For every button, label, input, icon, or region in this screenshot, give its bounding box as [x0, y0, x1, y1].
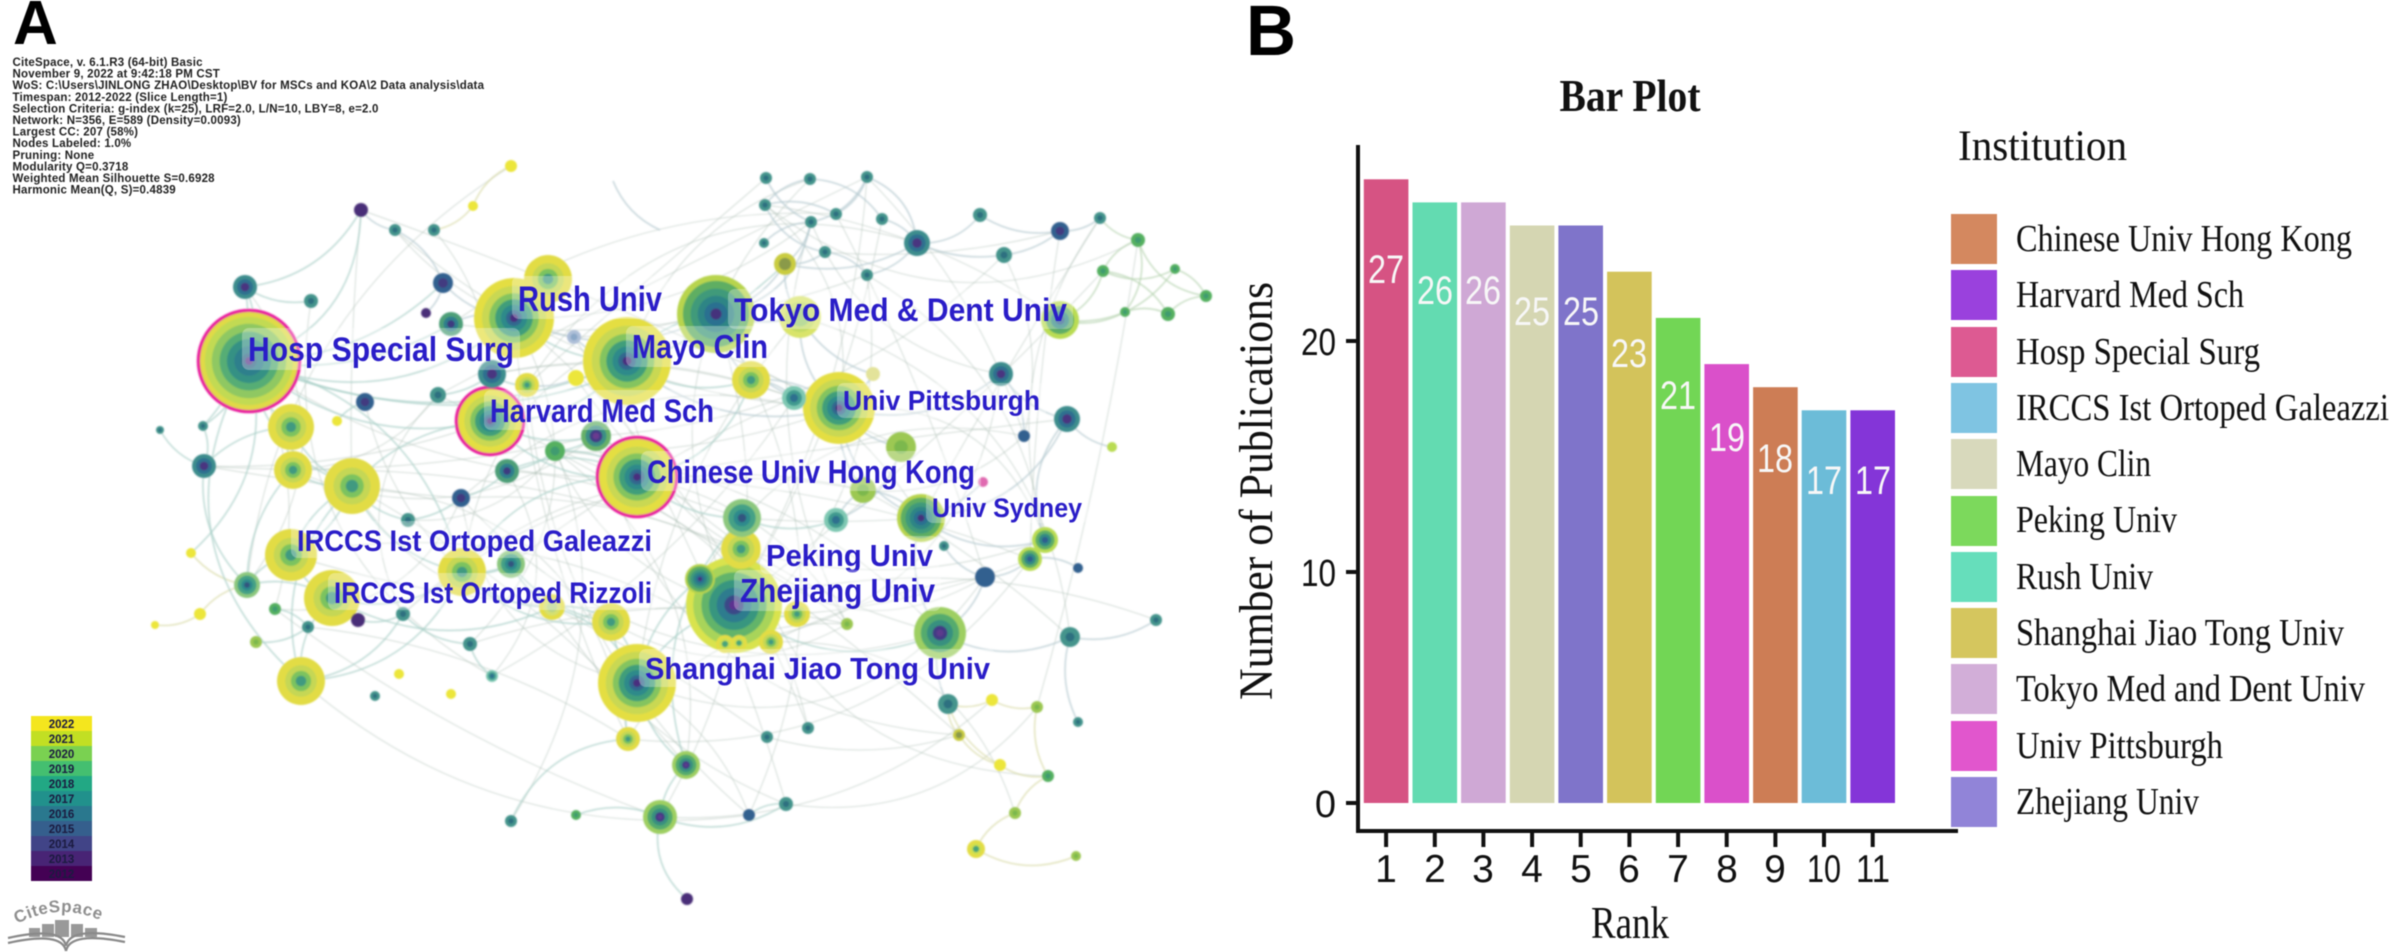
svg-text:Network: N=356, E=589 (Density: Network: N=356, E=589 (Density=0.0093) — [13, 115, 241, 127]
svg-text:19: 19 — [1709, 416, 1745, 460]
svg-text:2022: 2022 — [49, 719, 75, 731]
svg-text:Mayo Clin: Mayo Clin — [2016, 443, 2151, 485]
svg-text:5: 5 — [1570, 848, 1592, 891]
svg-text:2015: 2015 — [49, 824, 75, 836]
svg-text:Mayo Clin: Mayo Clin — [632, 328, 768, 365]
svg-text:IRCCS Ist Ortoped Galeazzi: IRCCS Ist Ortoped Galeazzi — [2016, 387, 2389, 429]
svg-text:2016: 2016 — [49, 809, 75, 821]
svg-text:2014: 2014 — [49, 839, 75, 851]
svg-text:2020: 2020 — [49, 749, 75, 761]
svg-text:2018: 2018 — [49, 779, 75, 791]
svg-text:Largest CC: 207 (58%): Largest CC: 207 (58%) — [13, 127, 139, 139]
svg-text:Weighted Mean Silhouette S=0.6: Weighted Mean Silhouette S=0.6928 — [13, 173, 216, 185]
svg-text:3: 3 — [1472, 848, 1494, 891]
svg-text:4: 4 — [1521, 848, 1543, 891]
svg-text:B: B — [1246, 0, 1296, 71]
svg-text:Harvard Med Sch: Harvard Med Sch — [2016, 274, 2244, 316]
svg-text:Pruning: None: Pruning: None — [13, 150, 95, 162]
svg-text:8: 8 — [1716, 848, 1738, 891]
svg-text:Zhejiang Univ: Zhejiang Univ — [2016, 781, 2199, 823]
svg-text:IRCCS Ist Ortoped Rizzoli: IRCCS Ist Ortoped Rizzoli — [334, 577, 652, 610]
svg-text:10: 10 — [1301, 553, 1336, 595]
svg-text:Number of Publications: Number of Publications — [1230, 282, 1283, 700]
svg-text:CiteSpace, v. 6.1.R3 (64-bit): CiteSpace, v. 6.1.R3 (64-bit) Basic — [13, 57, 204, 69]
svg-text:26: 26 — [1417, 269, 1453, 313]
svg-text:November 9, 2022 at 9:42:18 PM: November 9, 2022 at 9:42:18 PM CST — [13, 69, 221, 81]
svg-text:Univ Sydney: Univ Sydney — [932, 493, 1082, 523]
svg-text:17: 17 — [1855, 459, 1891, 503]
svg-text:Peking Univ: Peking Univ — [2016, 499, 2177, 541]
svg-text:17: 17 — [1806, 459, 1842, 503]
svg-text:6: 6 — [1618, 848, 1640, 891]
svg-text:23: 23 — [1611, 332, 1647, 376]
svg-text:25: 25 — [1514, 290, 1550, 334]
svg-text:Institution: Institution — [1958, 123, 2127, 170]
svg-text:11: 11 — [1856, 848, 1890, 891]
svg-text:Shanghai Jiao Tong Univ: Shanghai Jiao Tong Univ — [645, 651, 991, 686]
svg-text:2012: 2012 — [49, 869, 75, 881]
svg-text:Timespan: 2012-2022 (Slice Len: Timespan: 2012-2022 (Slice Length=1) — [13, 92, 228, 104]
svg-text:9: 9 — [1764, 848, 1786, 891]
svg-text:27: 27 — [1368, 248, 1404, 292]
svg-text:18: 18 — [1757, 437, 1793, 481]
svg-text:Rush Univ: Rush Univ — [2016, 556, 2153, 598]
svg-text:A: A — [13, 0, 58, 58]
svg-text:Bar Plot: Bar Plot — [1560, 70, 1702, 121]
svg-text:2019: 2019 — [49, 764, 75, 776]
svg-text:2: 2 — [1424, 848, 1446, 891]
svg-text:25: 25 — [1563, 290, 1599, 334]
svg-text:Univ Pittsburgh: Univ Pittsburgh — [2016, 725, 2223, 767]
svg-text:IRCCS Ist Ortoped Galeazzi: IRCCS Ist Ortoped Galeazzi — [297, 525, 652, 558]
svg-text:2017: 2017 — [49, 794, 75, 806]
svg-text:WoS: C:\Users\JINLONG ZHAO\Des: WoS: C:\Users\JINLONG ZHAO\Desktop\BV fo… — [13, 80, 485, 92]
svg-text:Harvard Med Sch: Harvard Med Sch — [490, 393, 714, 429]
svg-text:Nodes Labeled: 1.0%: Nodes Labeled: 1.0% — [13, 138, 132, 150]
svg-text:20: 20 — [1301, 322, 1336, 364]
svg-text:Selection Criteria: g-index (k: Selection Criteria: g-index (k=25), LRF=… — [13, 103, 379, 115]
svg-text:21: 21 — [1660, 374, 1696, 418]
svg-text:Harmonic Mean(Q, S)=0.4839: Harmonic Mean(Q, S)=0.4839 — [13, 185, 176, 197]
svg-text:7: 7 — [1667, 848, 1689, 891]
svg-text:Shanghai Jiao Tong Univ: Shanghai Jiao Tong Univ — [2016, 612, 2344, 654]
svg-text:Peking Univ: Peking Univ — [766, 538, 934, 573]
svg-text:Rush Univ: Rush Univ — [518, 280, 662, 319]
svg-text:Rank: Rank — [1591, 898, 1669, 948]
svg-text:1: 1 — [1375, 848, 1397, 891]
svg-text:Zhejiang Univ: Zhejiang Univ — [740, 572, 936, 609]
svg-text:Hosp Special Surg: Hosp Special Surg — [2016, 331, 2260, 373]
svg-text:Hosp Special Surg: Hosp Special Surg — [248, 331, 514, 369]
svg-text:26: 26 — [1465, 269, 1501, 313]
svg-text:Chinese Univ Hong Kong: Chinese Univ Hong Kong — [2016, 218, 2352, 260]
svg-text:Tokyo Med & Dent Univ: Tokyo Med & Dent Univ — [734, 292, 1067, 328]
svg-text:10: 10 — [1807, 848, 1841, 891]
svg-text:Tokyo Med and Dent Univ: Tokyo Med and Dent Univ — [2016, 668, 2365, 710]
svg-text:2021: 2021 — [49, 734, 75, 746]
svg-text:Univ Pittsburgh: Univ Pittsburgh — [843, 385, 1040, 416]
svg-text:0: 0 — [1315, 784, 1336, 826]
svg-text:Modularity Q=0.3718: Modularity Q=0.3718 — [13, 161, 129, 173]
svg-text:2013: 2013 — [49, 854, 75, 866]
svg-text:Chinese Univ Hong Kong: Chinese Univ Hong Kong — [647, 454, 975, 490]
